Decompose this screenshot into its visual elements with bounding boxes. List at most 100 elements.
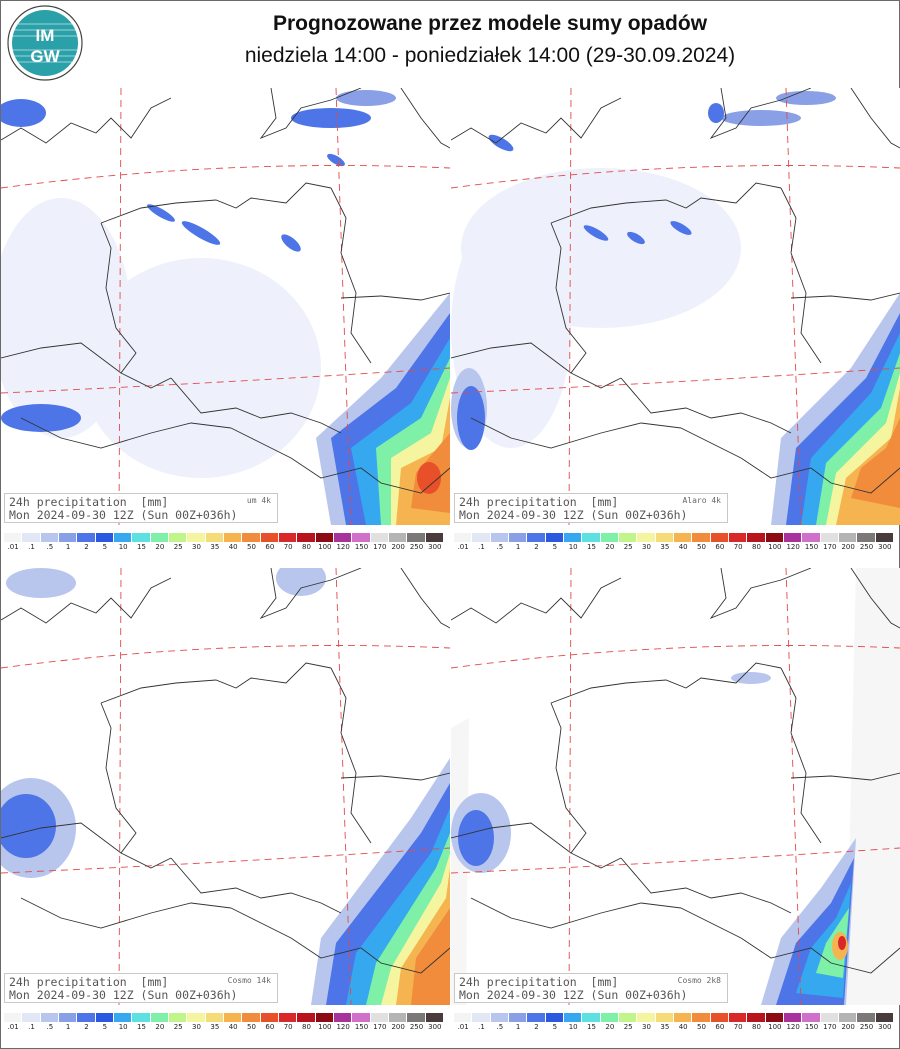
colorbar-swatch: [205, 533, 224, 542]
colorbar-swatch: [527, 1013, 546, 1022]
colorbar-swatch: [22, 533, 41, 542]
colorbar-swatch: [315, 533, 334, 542]
colorbar-tick-label: 200: [841, 543, 855, 551]
colorbar-swatch: [582, 533, 601, 542]
colorbar-swatch: [655, 1013, 674, 1022]
colorbar-tick-label: 250: [859, 1023, 874, 1031]
precipitation-map: [1, 88, 450, 525]
colorbar-swatch: [582, 1013, 601, 1022]
colorbar-tick-label: 300: [878, 1023, 892, 1031]
colorbar-swatch: [692, 533, 711, 542]
colorbar-swatch: [150, 533, 169, 542]
colorbar-tick-label: 40: [228, 1023, 238, 1031]
colorbar-swatch: [187, 533, 206, 542]
colorbar-tick-label: 40: [678, 1023, 688, 1031]
colorbar-swatch: [655, 533, 674, 542]
colorbar-tick-label: .5: [496, 1023, 504, 1031]
colorbar-tick-label: 25: [623, 1023, 633, 1031]
colorbar-tick-label: 150: [804, 543, 819, 551]
colorbar-swatch: [857, 533, 876, 542]
colorbar-swatch: [407, 533, 426, 542]
colorbar-tick-label: 25: [173, 543, 183, 551]
colorbar-swatch: [260, 1013, 279, 1022]
colorbar-tick-label: 100: [768, 543, 782, 551]
colorbar-swatch: [352, 1013, 371, 1022]
info-title: 24h precipitation [mm]: [459, 495, 619, 509]
colorbar-tick-label: .5: [46, 543, 54, 551]
legend-info-box: 24h precipitation [mm] Cosmo 14k Mon 202…: [4, 973, 278, 1003]
map-panel-cosmo14k: 24h precipitation [mm] Cosmo 14k Mon 202…: [1, 568, 450, 1005]
colorbar-tick-label: 60: [715, 1023, 725, 1031]
colorbar-tick-label: 60: [265, 543, 275, 551]
colorbar-tick-label: 10: [118, 543, 128, 551]
colorbar-swatch: [425, 1013, 444, 1022]
colorbar-swatch: [545, 1013, 564, 1022]
colorbar-swatch: [40, 533, 59, 542]
colorbar-swatch: [875, 533, 894, 542]
page-title: Prognozowane przez modele sumy opadów: [272, 12, 708, 35]
colorbar-swatch: [187, 1013, 206, 1022]
colorbar-tick-label: .01: [457, 543, 469, 551]
colorbar-tick-label: 100: [768, 1023, 782, 1031]
colorbar-labels: .01.1.5 1 2 5 10 15 20 25 30 35 40 50 60 70 80 100 120 15…: [4, 1023, 444, 1033]
colorbar-tick-label: 250: [409, 1023, 424, 1031]
colorbar-tick-label: 35: [210, 543, 220, 551]
colorbar-tick-label: 250: [409, 543, 424, 551]
precipitation-map: [1, 568, 450, 1005]
colorbar-tick-label: 15: [137, 1023, 146, 1031]
colorbar-tick-label: 10: [568, 543, 578, 551]
colorbar-swatch: [95, 533, 114, 542]
colorbar-swatch: [600, 1013, 619, 1022]
colorbar-swatch: [260, 533, 279, 542]
colorbar-tick-label: 25: [173, 1023, 183, 1031]
colorbar-tick-label: .5: [496, 543, 504, 551]
colorbar-swatch: [728, 533, 748, 542]
info-time: Mon 2024-09-30 12Z (Sun 00Z+036h): [9, 988, 238, 1002]
colorbar-swatch: [637, 1013, 656, 1022]
colorbar-swatch: [370, 1013, 389, 1022]
colorbar-tick-label: .1: [28, 543, 35, 551]
colorbar-labels: .01.1.5 1 2 5 10 15 20 25 30 35 40 50 60 70 80 100 120 15…: [4, 543, 444, 553]
colorbar-tick-label: 170: [823, 543, 837, 551]
colorbar-swatch: [40, 1013, 59, 1022]
colorbar-swatch: [802, 1013, 821, 1022]
colorbar-tick-label: 5: [102, 543, 108, 551]
colorbar-tick-label: 1: [515, 543, 521, 551]
colorbar-swatch: [454, 1013, 473, 1022]
info-title: 24h precipitation [mm]: [9, 975, 169, 989]
colorbar-swatches: [4, 533, 444, 542]
colorbar-tick-label: 70: [733, 1023, 743, 1031]
colorbar-tick-label: 50: [697, 543, 706, 551]
colorbar-tick-label: 150: [354, 1023, 369, 1031]
colorbar-swatch: [168, 1013, 188, 1022]
colorbar-tick-label: 300: [878, 543, 892, 551]
colorbar-tick-label: .01: [7, 543, 19, 551]
precipitation-map: [451, 88, 900, 525]
colorbar-tick-label: 300: [428, 543, 442, 551]
colorbar-tick-label: 10: [118, 1023, 128, 1031]
colorbar-swatch: [278, 533, 298, 542]
colorbar-tick-label: 80: [752, 1023, 761, 1031]
colorbar-tick-label: 300: [428, 1023, 442, 1031]
colorbar-swatch: [600, 533, 619, 542]
colorbar-tick-label: 120: [336, 543, 350, 551]
imgw-logo: IM GW: [7, 5, 83, 81]
colorbar-swatch: [297, 533, 316, 542]
colorbar-swatch: [783, 533, 803, 542]
colorbar-swatch: [765, 1013, 784, 1022]
colorbar-tick-label: 2: [84, 543, 89, 551]
colorbar-swatch: [113, 1013, 133, 1022]
legend-info-box: 24h precipitation [mm] Cosmo 2k8 Mon 202…: [454, 973, 728, 1003]
colorbar-swatch: [77, 533, 96, 542]
colorbar-tick-label: .1: [478, 1023, 485, 1031]
colorbar-swatch: [77, 1013, 96, 1022]
colorbar-swatch: [223, 1013, 243, 1022]
colorbar-tick-label: 1: [515, 1023, 521, 1031]
colorbar-tick-label: 50: [247, 543, 256, 551]
colorbar-tick-label: 1: [65, 1023, 71, 1031]
map-panel-alaro4k: 24h precipitation [mm] Alaro 4k Mon 2024…: [451, 88, 900, 525]
colorbar-swatch: [95, 1013, 114, 1022]
colorbar-swatch: [563, 1013, 583, 1022]
colorbar-swatch: [875, 1013, 894, 1022]
colorbar-swatch: [472, 1013, 491, 1022]
